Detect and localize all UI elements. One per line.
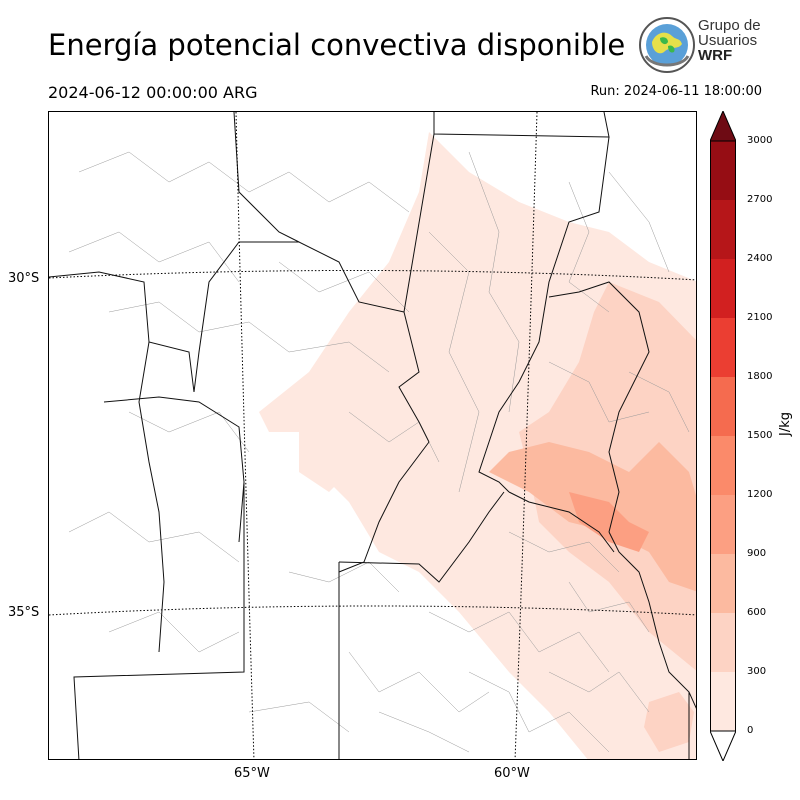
globe-seal-icon — [639, 17, 695, 73]
colorbar-segment — [710, 495, 736, 554]
cape-field — [259, 132, 696, 759]
colorbar-segment — [710, 141, 736, 200]
colorbar-segment — [710, 672, 736, 731]
map-canvas — [49, 112, 696, 759]
logo-text: Grupo de Usuarios WRF — [698, 18, 761, 63]
colorbar-unit: J/kg — [778, 412, 793, 436]
colorbar-tick-label: 1200 — [747, 489, 773, 500]
run-time: Run: 2024-06-11 18:00:00 — [590, 84, 762, 99]
colorbar-segment — [710, 259, 736, 318]
colorbar-tick-label: 900 — [747, 548, 767, 559]
colorbar-segment — [710, 200, 736, 259]
colorbar-tick-label: 2100 — [747, 312, 773, 323]
colorbar-tick-label: 1500 — [747, 430, 773, 441]
colorbar-tick-label: 2400 — [747, 253, 773, 264]
colorbar-under-triangle — [709, 730, 737, 763]
colorbar-tick-label: 300 — [747, 666, 767, 677]
map-title: Energía potencial convectiva disponible — [48, 28, 626, 62]
county-boundaries — [68, 151, 690, 753]
colorbar-border — [710, 140, 736, 732]
logo-line2: Usuarios — [698, 32, 758, 49]
colorbar-svg — [709, 109, 737, 763]
colorbar-segment — [710, 613, 736, 672]
colorbar-segment — [710, 318, 736, 377]
valid-time: 2024-06-12 00:00:00 ARG — [48, 83, 258, 102]
colorbar-tick-label: 0 — [747, 725, 754, 736]
graticule — [49, 112, 696, 759]
colorbar-tick-label: 3000 — [747, 135, 773, 146]
colorbar-tick-label: 600 — [747, 607, 767, 618]
colorbar-over-triangle — [709, 109, 737, 142]
logo-line1: Grupo de — [698, 17, 761, 34]
lon-label-65w: 65°W — [234, 766, 270, 781]
colorbar-segment — [710, 554, 736, 613]
logo-line3: WRF — [698, 47, 733, 64]
wrf-logo: Grupo de Usuarios WRF — [638, 16, 768, 76]
cape-map — [48, 111, 697, 760]
province-boundaries — [49, 112, 696, 759]
colorbar-segment — [710, 436, 736, 495]
lat-label-30s: 30°S — [8, 271, 40, 286]
colorbar — [709, 109, 737, 763]
colorbar-segment — [710, 377, 736, 436]
colorbar-tick-label: 1800 — [747, 371, 773, 382]
colorbar-tick-label: 2700 — [747, 194, 773, 205]
lat-label-35s: 35°S — [8, 605, 40, 620]
lon-label-60w: 60°W — [494, 766, 530, 781]
